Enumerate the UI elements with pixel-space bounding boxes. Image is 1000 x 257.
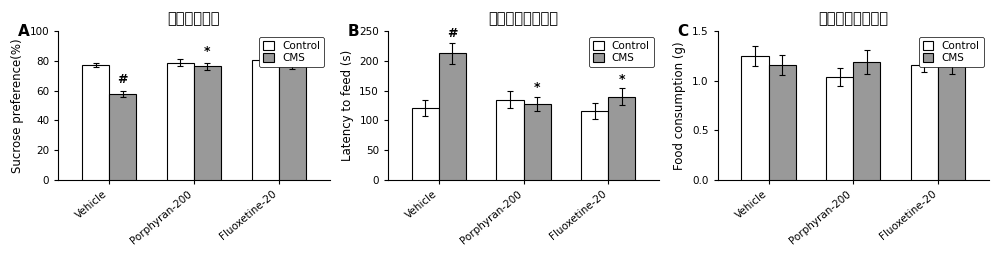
Text: *: *	[534, 81, 540, 94]
Bar	[167, 63, 194, 180]
Bar	[82, 65, 109, 180]
Bar	[194, 66, 221, 180]
Text: #: #	[447, 27, 458, 40]
Y-axis label: Latency to feed (s): Latency to feed (s)	[341, 50, 354, 161]
Bar	[853, 62, 880, 180]
Text: C: C	[677, 24, 688, 39]
Bar	[109, 94, 136, 180]
Text: *: *	[204, 45, 211, 58]
Y-axis label: Sucrose preference(%): Sucrose preference(%)	[11, 38, 24, 173]
Bar	[581, 111, 608, 180]
Legend: Control, CMS: Control, CMS	[259, 37, 324, 67]
Title: 糖水偏好实验: 糖水偏好实验	[168, 11, 220, 26]
Bar	[524, 104, 551, 180]
Text: B: B	[347, 24, 359, 39]
Legend: Control, CMS: Control, CMS	[589, 37, 654, 67]
Legend: Control, CMS: Control, CMS	[919, 37, 984, 67]
Bar	[826, 77, 853, 180]
Bar	[252, 60, 279, 180]
Bar	[496, 100, 524, 180]
Bar	[769, 65, 796, 180]
Y-axis label: Food consumption (g): Food consumption (g)	[673, 41, 686, 170]
Title: 新奇抑制摄食实验: 新奇抑制摄食实验	[818, 11, 888, 26]
Bar	[741, 56, 769, 180]
Bar	[608, 97, 635, 180]
Title: 新奇抑制摄食实验: 新奇抑制摄食实验	[489, 11, 559, 26]
Bar	[412, 108, 439, 180]
Bar	[279, 66, 306, 180]
Text: *: *	[289, 45, 296, 58]
Text: A: A	[18, 24, 29, 39]
Bar	[938, 66, 965, 180]
Bar	[439, 53, 466, 180]
Bar	[911, 65, 938, 180]
Text: #: #	[117, 73, 128, 86]
Text: *: *	[619, 73, 625, 86]
